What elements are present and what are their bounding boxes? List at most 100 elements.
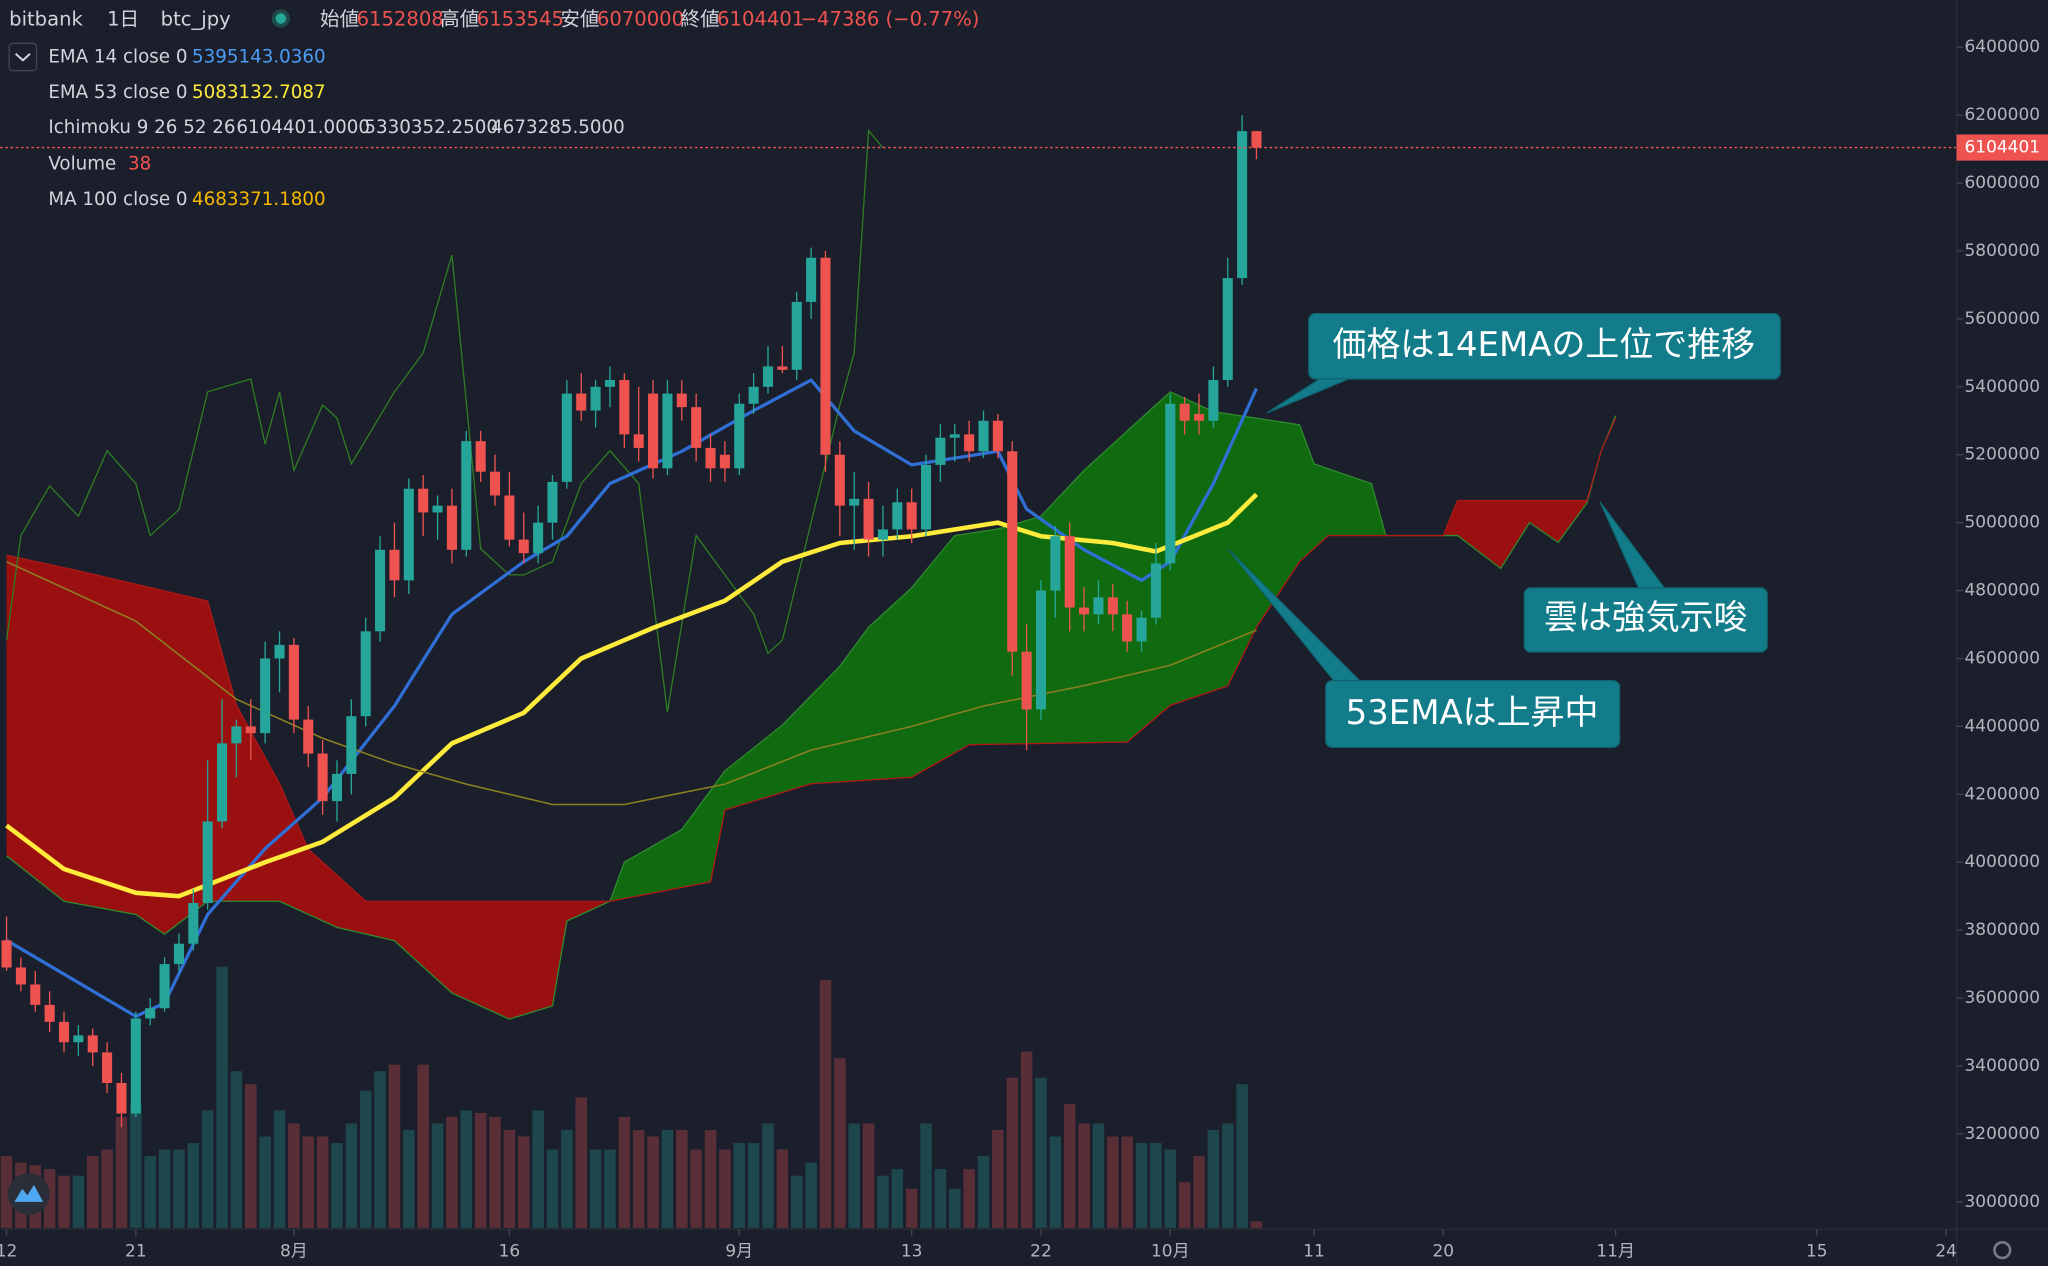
volume-bar <box>115 1116 128 1228</box>
candle-body <box>604 380 615 387</box>
candle-body <box>849 498 860 506</box>
legend-label: Ichimoku 9 26 52 26 <box>48 117 235 138</box>
volume-bar <box>834 1058 846 1228</box>
volume-bar <box>173 1149 185 1228</box>
candle-body <box>992 420 1003 452</box>
volume-bar <box>431 1123 444 1228</box>
x-tick-label: 11 <box>1303 1241 1325 1261</box>
volume-bar <box>561 1129 573 1228</box>
close-value: 6104401 <box>717 7 804 30</box>
volume-bar <box>331 1143 343 1228</box>
volume-bar <box>1207 1129 1220 1228</box>
volume-bar <box>86 1156 99 1228</box>
callout-box <box>1523 587 1768 653</box>
candle-body <box>504 495 515 540</box>
logo-icon <box>14 1184 44 1202</box>
candle-body <box>188 902 199 944</box>
candle-body <box>418 488 429 513</box>
volume-bar <box>245 1084 257 1228</box>
x-tick-label: 15 <box>1806 1241 1828 1261</box>
candle-body <box>734 403 745 469</box>
x-tick-label: 13 <box>901 1241 923 1261</box>
candle-body <box>303 719 314 754</box>
candle-body <box>719 454 730 469</box>
status-dot <box>275 13 287 24</box>
lagging-line <box>5 129 884 713</box>
x-tick-label: 22 <box>1030 1241 1052 1261</box>
candle-body <box>648 393 659 469</box>
candle-body <box>633 434 644 448</box>
legend-value: 4683371.1800 <box>192 189 326 210</box>
settings-icon[interactable] <box>1993 1241 2012 1260</box>
last-price-tag <box>1956 134 2048 161</box>
y-tick-label: 5200000 <box>1964 445 2040 465</box>
volume-bar <box>58 1175 70 1228</box>
candle-body <box>1050 536 1061 591</box>
candle-body <box>1021 651 1032 710</box>
volume-bar <box>905 1188 918 1228</box>
y-tick-label: 5000000 <box>1964 513 2040 533</box>
volume-bar <box>302 1136 314 1228</box>
volume-bar <box>532 1110 544 1228</box>
candle-body <box>461 441 472 550</box>
low-label: 安値 <box>560 7 599 30</box>
candle-body <box>1193 413 1205 421</box>
exchange: bitbank <box>9 7 83 30</box>
volume-bar <box>676 1129 688 1228</box>
y-tick-label: 3200000 <box>1964 1124 2040 1144</box>
candle-body <box>906 502 917 530</box>
y-tick-label: 4200000 <box>1964 784 2040 804</box>
volume-bar <box>1078 1123 1090 1228</box>
candle-body <box>705 447 716 469</box>
open-value: 6152808 <box>357 7 444 30</box>
volume-bar <box>589 1149 602 1228</box>
volume-bar <box>575 1097 587 1228</box>
volume-bar <box>259 1136 271 1228</box>
volume-bar <box>130 1103 142 1228</box>
volume-bar <box>949 1188 961 1228</box>
candle-body <box>73 1035 84 1043</box>
volume-bar <box>877 1175 889 1228</box>
volume-bar <box>417 1064 429 1228</box>
candle-body <box>375 549 386 632</box>
volume-bar <box>848 1123 860 1228</box>
candle-body <box>432 505 443 513</box>
x-tick-label: 16 <box>499 1241 521 1261</box>
y-tick-label: 4600000 <box>1964 648 2040 668</box>
last-price-label: 6104401 <box>1964 138 2040 158</box>
volume-bar <box>632 1129 645 1228</box>
collapse-button[interactable] <box>8 42 38 72</box>
interval: 1日 <box>107 7 139 30</box>
volume-bar <box>345 1123 358 1228</box>
candle-body <box>863 498 874 540</box>
candle-body <box>1035 590 1047 710</box>
y-tick-label: 3000000 <box>1964 1192 2040 1212</box>
high-label: 高値 <box>440 7 479 30</box>
candle-body <box>58 1021 70 1043</box>
candle-body <box>806 257 817 302</box>
legend-value: 5395143.0360 <box>192 47 326 68</box>
y-tick-label: 5400000 <box>1964 377 2040 397</box>
volume-bar <box>977 1156 990 1228</box>
x-tick-label: 24 <box>1935 1241 1957 1261</box>
legend-value: 4673285.5000 <box>491 117 625 138</box>
legend-value: 5083132.7087 <box>192 82 326 103</box>
volume-bar <box>891 1169 904 1228</box>
high-value: 6153545 <box>477 7 564 30</box>
symbol: btc_jpy <box>161 7 231 30</box>
candle-body <box>360 631 371 717</box>
volume-bar <box>216 966 228 1228</box>
volume-bar <box>819 979 832 1228</box>
x-tick-label: 11月 <box>1596 1241 1635 1261</box>
axes: 3000000 3200000 3400000 3600000 3800000 40000… <box>0 37 2048 1261</box>
candle-body <box>1079 607 1090 615</box>
candle-body <box>489 471 501 496</box>
volume-bar <box>805 1162 817 1228</box>
candle-body <box>15 967 26 985</box>
candle-body <box>403 488 414 581</box>
volume-bar <box>403 1129 415 1228</box>
candle-body <box>274 644 285 659</box>
volume-bar <box>661 1129 674 1228</box>
volume-bar <box>0 1156 13 1228</box>
